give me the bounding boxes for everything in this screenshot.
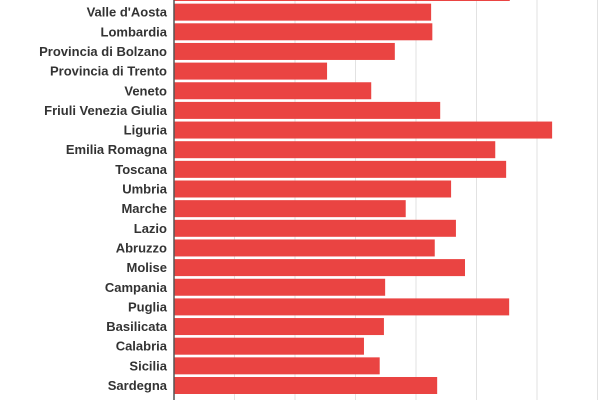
bar [174, 357, 380, 375]
category-label: Friuli Venezia Giulia [44, 103, 168, 118]
category-label: Umbria [122, 182, 168, 197]
bar [174, 160, 507, 178]
category-label: Sicilia [129, 358, 167, 373]
bar [174, 259, 466, 277]
bar [174, 121, 553, 139]
category-label: Abruzzo [116, 240, 167, 255]
category-label: Basilicata [106, 319, 167, 334]
category-label: Emilia Romagna [66, 142, 168, 157]
category-label: Sardegna [108, 378, 168, 393]
category-label: Molise [127, 260, 167, 275]
bar [174, 0, 510, 1]
bar [174, 219, 456, 237]
bar [174, 377, 438, 394]
bar [174, 42, 395, 60]
category-label: Marche [121, 201, 167, 216]
bar [174, 141, 496, 159]
category-label: Calabria [116, 339, 168, 354]
category-label: Lazio [134, 221, 167, 236]
category-label: Liguria [124, 123, 168, 138]
category-label: Puglia [128, 299, 168, 314]
bar [174, 101, 441, 119]
category-label: Toscana [115, 162, 168, 177]
category-label: Campania [105, 280, 168, 295]
bar [174, 239, 435, 257]
bar [174, 337, 364, 355]
bar [174, 82, 372, 100]
bar [174, 180, 452, 198]
category-label: Veneto [124, 83, 167, 98]
bar [174, 23, 433, 41]
bar [174, 298, 510, 316]
bar [174, 318, 384, 336]
bar [174, 278, 386, 296]
category-label: Valle d'Aosta [87, 5, 168, 20]
bar [174, 200, 406, 218]
category-label: Provincia di Bolzano [39, 44, 167, 59]
category-label: Lombardia [101, 24, 168, 39]
category-label: Provincia di Trento [50, 64, 167, 79]
bar [174, 3, 432, 21]
bar [174, 62, 328, 80]
